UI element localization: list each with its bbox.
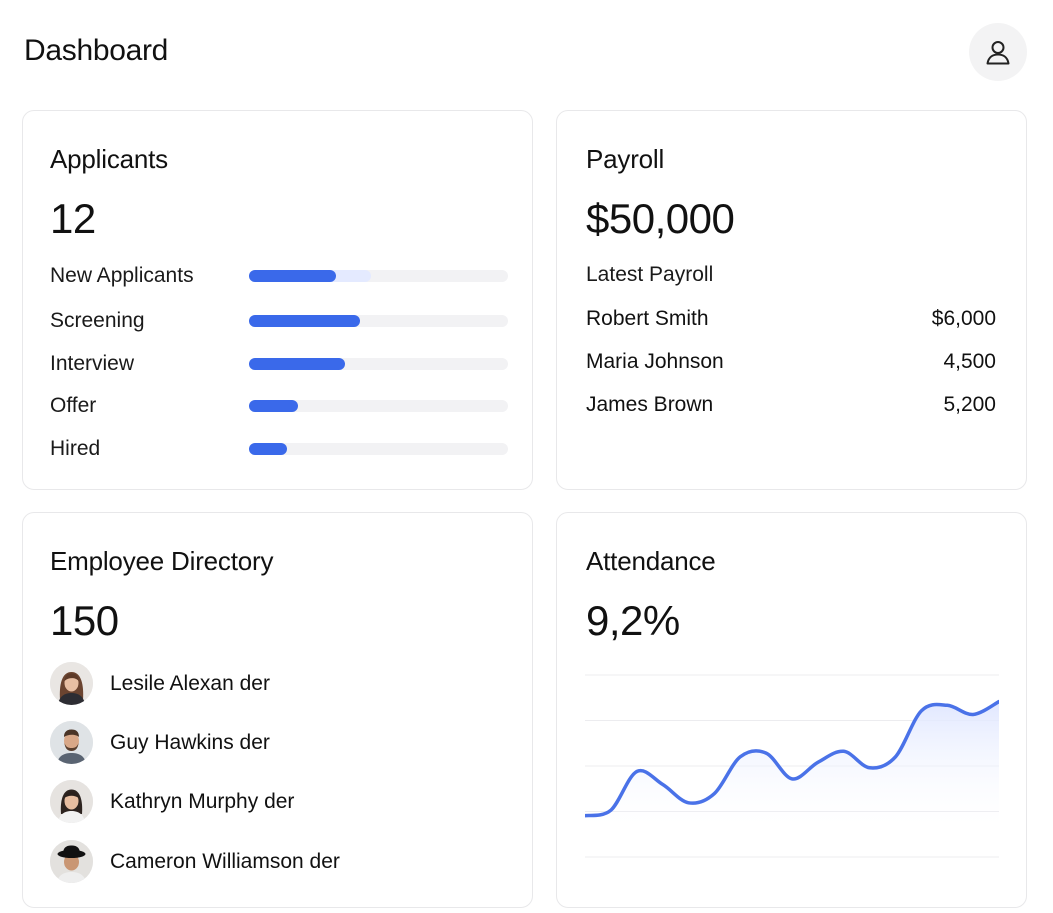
employee-row[interactable]: Guy Hawkins der xyxy=(50,721,490,765)
payroll-subtitle: Latest Payroll xyxy=(586,263,714,286)
attendance-chart xyxy=(585,674,999,858)
page-title: Dashboard xyxy=(24,34,169,67)
payroll-title: Payroll xyxy=(586,144,665,174)
attendance-title: Attendance xyxy=(586,546,716,576)
payroll-employee-name: Maria Johnson xyxy=(586,350,724,373)
employee-directory-card[interactable]: Employee Directory 150 Lesile Alexan der xyxy=(22,512,533,908)
attendance-line xyxy=(585,699,999,818)
stage-offer: Offer xyxy=(50,392,508,418)
payroll-total: $50,000 xyxy=(586,195,735,242)
applicants-card[interactable]: Applicants 12 New Applicants Screening I… xyxy=(22,110,533,490)
attendance-value: 9,2% xyxy=(586,597,680,644)
stage-progress-fill xyxy=(249,315,361,327)
applicants-title: Applicants xyxy=(50,144,168,174)
stage-hired: Hired xyxy=(50,435,508,461)
user-icon xyxy=(986,41,1010,65)
stage-progress-track xyxy=(249,400,508,412)
directory-title: Employee Directory xyxy=(50,546,274,576)
stage-progress-track xyxy=(249,443,508,455)
employee-name: Cameron Williamson der xyxy=(110,850,340,873)
employee-name: Kathryn Murphy der xyxy=(110,790,295,813)
payroll-employee-name: Robert Smith xyxy=(586,307,709,330)
employee-row[interactable]: Lesile Alexan der xyxy=(50,662,490,706)
employee-name: Guy Hawkins der xyxy=(110,731,270,754)
employee-row[interactable]: Cameron Williamson der xyxy=(50,840,490,884)
stage-progress-track xyxy=(249,270,508,282)
profile-button[interactable] xyxy=(969,23,1027,81)
payroll-row[interactable]: Robert Smith $6,000 xyxy=(586,307,996,335)
applicants-count: 12 xyxy=(50,195,96,242)
stage-interview: Interview xyxy=(50,350,508,376)
payroll-amount: 5,200 xyxy=(943,393,996,416)
payroll-amount: $6,000 xyxy=(931,307,996,330)
stage-label: Interview xyxy=(50,352,135,375)
stage-progress-track xyxy=(249,315,508,327)
stage-new-applicants: New Applicants xyxy=(50,262,508,288)
payroll-row[interactable]: James Brown 5,200 xyxy=(586,393,996,421)
stage-progress-fill xyxy=(249,270,336,282)
attendance-area xyxy=(585,701,999,835)
avatar xyxy=(50,780,93,823)
stage-progress-fill xyxy=(249,358,345,370)
stage-progress-fill xyxy=(249,443,287,455)
stage-label: New Applicants xyxy=(50,264,194,287)
attendance-card[interactable]: Attendance 9,2% xyxy=(556,512,1027,908)
stage-screening: Screening xyxy=(50,307,508,333)
avatar xyxy=(50,721,93,764)
employee-row[interactable]: Kathryn Murphy der xyxy=(50,780,490,824)
stage-label: Hired xyxy=(50,437,101,460)
stage-label: Screening xyxy=(50,309,145,332)
stage-label: Offer xyxy=(50,394,97,417)
avatar xyxy=(50,840,93,883)
employee-name: Lesile Alexan der xyxy=(110,672,270,695)
payroll-row[interactable]: Maria Johnson 4,500 xyxy=(586,350,996,378)
stage-progress-track xyxy=(249,358,508,370)
payroll-amount: 4,500 xyxy=(943,350,996,373)
avatar xyxy=(50,662,93,705)
employee-count: 150 xyxy=(50,597,119,644)
payroll-card[interactable]: Payroll $50,000 Latest Payroll Robert Sm… xyxy=(556,110,1027,490)
payroll-employee-name: James Brown xyxy=(586,393,714,416)
stage-progress-fill xyxy=(249,400,299,412)
